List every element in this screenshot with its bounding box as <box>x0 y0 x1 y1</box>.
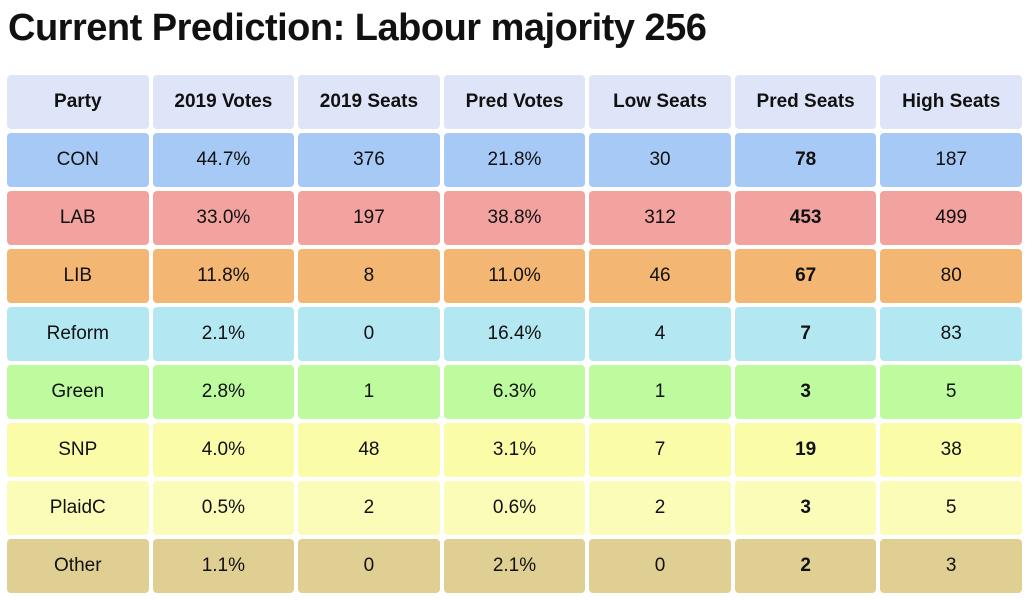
seats-2019-cell: 0 <box>298 539 440 593</box>
party-cell: LAB <box>7 191 149 245</box>
votes-2019-cell: 2.8% <box>152 365 295 419</box>
seats-2019-cell: 2 <box>298 481 440 535</box>
prediction-table: Party 2019 Votes 2019 Seats Pred Votes Low S… <box>7 75 1022 593</box>
seats-2019-cell: 8 <box>298 249 440 303</box>
low-seats-cell: 46 <box>589 249 731 303</box>
high-seats-cell: 499 <box>880 191 1022 245</box>
pred-seats-cell: 3 <box>734 365 877 419</box>
low-seats-cell: 1 <box>589 365 731 419</box>
high-seats-cell: 3 <box>880 539 1022 593</box>
votes-2019-cell: 44.7% <box>152 133 295 187</box>
pred-votes-cell: 11.0% <box>443 249 586 303</box>
low-seats-cell: 30 <box>589 133 731 187</box>
high-seats-cell: 80 <box>880 249 1022 303</box>
column-header: Low Seats <box>589 75 731 129</box>
high-seats-cell: 5 <box>880 481 1022 535</box>
pred-seats-cell: 453 <box>734 191 877 245</box>
high-seats-cell: 5 <box>880 365 1022 419</box>
party-cell: Green <box>7 365 149 419</box>
seats-2019-cell: 48 <box>298 423 440 477</box>
votes-2019-cell: 2.1% <box>152 307 295 361</box>
low-seats-cell: 312 <box>589 191 731 245</box>
pred-votes-cell: 2.1% <box>443 539 586 593</box>
column-header: 2019 Seats <box>298 75 440 129</box>
column-header: Party <box>7 75 149 129</box>
low-seats-cell: 7 <box>589 423 731 477</box>
pred-votes-cell: 6.3% <box>443 365 586 419</box>
seats-2019-cell: 197 <box>298 191 440 245</box>
party-cell: PlaidC <box>7 481 149 535</box>
votes-2019-cell: 1.1% <box>152 539 295 593</box>
party-cell: Other <box>7 539 149 593</box>
high-seats-cell: 83 <box>880 307 1022 361</box>
high-seats-cell: 187 <box>880 133 1022 187</box>
pred-seats-cell: 2 <box>734 539 877 593</box>
pred-votes-cell: 0.6% <box>443 481 586 535</box>
pred-seats-cell: 19 <box>734 423 877 477</box>
votes-2019-cell: 4.0% <box>152 423 295 477</box>
low-seats-cell: 4 <box>589 307 731 361</box>
column-header: High Seats <box>880 75 1022 129</box>
votes-2019-cell: 0.5% <box>152 481 295 535</box>
party-cell: SNP <box>7 423 149 477</box>
seats-2019-cell: 376 <box>298 133 440 187</box>
votes-2019-cell: 11.8% <box>152 249 295 303</box>
pred-votes-cell: 3.1% <box>443 423 586 477</box>
party-cell: Reform <box>7 307 149 361</box>
low-seats-cell: 0 <box>589 539 731 593</box>
low-seats-cell: 2 <box>589 481 731 535</box>
seats-2019-cell: 0 <box>298 307 440 361</box>
page-title: Current Prediction: Labour majority 256 <box>8 7 707 49</box>
pred-seats-cell: 67 <box>734 249 877 303</box>
party-cell: LIB <box>7 249 149 303</box>
votes-2019-cell: 33.0% <box>152 191 295 245</box>
pred-votes-cell: 21.8% <box>443 133 586 187</box>
pred-seats-cell: 3 <box>734 481 877 535</box>
pred-seats-cell: 78 <box>734 133 877 187</box>
column-header: 2019 Votes <box>152 75 295 129</box>
seats-2019-cell: 1 <box>298 365 440 419</box>
party-cell: CON <box>7 133 149 187</box>
pred-votes-cell: 16.4% <box>443 307 586 361</box>
pred-seats-cell: 7 <box>734 307 877 361</box>
pred-votes-cell: 38.8% <box>443 191 586 245</box>
column-header: Pred Votes <box>443 75 586 129</box>
high-seats-cell: 38 <box>880 423 1022 477</box>
column-header: Pred Seats <box>734 75 877 129</box>
